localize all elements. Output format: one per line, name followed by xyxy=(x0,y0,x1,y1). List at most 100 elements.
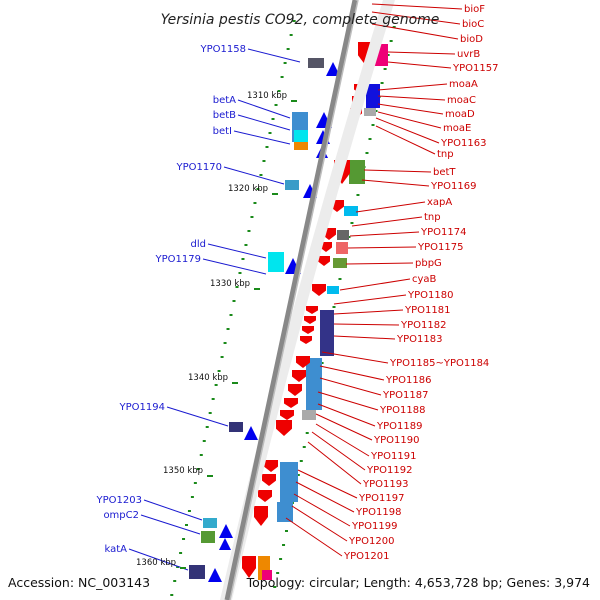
right-gene-arrow xyxy=(288,384,302,396)
tick-right xyxy=(296,474,300,476)
right-gene-block xyxy=(336,242,348,254)
tick-right xyxy=(386,54,390,56)
right-gene-arrow xyxy=(276,420,292,436)
kbp-markers: 1310 kbp 1320 kbp 1330 kbp 1340 kbp 1350 kbp… xyxy=(136,91,297,569)
left-gene-label: YPO1203 xyxy=(96,495,142,506)
right-gene-label: YPO1183 xyxy=(396,334,442,345)
right-callout-line xyxy=(375,125,436,155)
right-callout-line xyxy=(321,351,389,364)
tick-right xyxy=(299,460,303,462)
tick-left xyxy=(199,454,203,456)
right-gene-arrow xyxy=(264,460,278,472)
tick-left xyxy=(238,272,242,274)
right-callout-line xyxy=(311,431,366,471)
right-gene-label: YPO1188 xyxy=(379,405,425,416)
tick-right xyxy=(305,432,309,434)
right-callout-line xyxy=(345,262,414,265)
tick-left xyxy=(211,398,215,400)
tick-right xyxy=(368,138,372,140)
left-callout-line xyxy=(128,548,189,571)
left-gene-block xyxy=(229,422,243,432)
kbp-marker-label: 1330 kbp xyxy=(210,279,250,289)
right-gene-block xyxy=(364,108,376,116)
tick-left xyxy=(241,258,245,260)
right-gene-label: xapA xyxy=(427,197,452,208)
right-gene-arrow xyxy=(306,306,318,314)
right-callout-line xyxy=(363,169,432,173)
right-callout-line xyxy=(387,51,456,55)
right-gene-block xyxy=(280,462,298,502)
tick-left xyxy=(268,132,272,134)
left-callout-line xyxy=(247,48,301,63)
right-callout-line xyxy=(371,23,459,40)
right-callout-line xyxy=(333,309,404,315)
right-gene-label: YPO1182 xyxy=(400,320,446,331)
right-gene-label: YPO1187 xyxy=(382,390,428,401)
right-gene-label: YPO1185~YPO1184 xyxy=(389,358,489,369)
tick-right xyxy=(273,586,277,588)
tick-right xyxy=(350,222,354,224)
kbp-tick xyxy=(232,382,238,384)
right-gene-arrow xyxy=(318,256,330,266)
genome-stats-text: Topology: circular; Length: 4,653,728 bp… xyxy=(246,575,590,590)
tick-right xyxy=(302,446,306,448)
tick-left xyxy=(292,20,296,22)
right-gene-arrow xyxy=(258,490,272,502)
tick-right xyxy=(276,572,280,574)
right-callout-line xyxy=(291,505,348,542)
right-gene-label: tnp xyxy=(437,149,454,160)
left-gene-label: dld xyxy=(191,239,206,250)
tick-right xyxy=(338,278,342,280)
tick-right xyxy=(356,194,360,196)
tick-right xyxy=(371,124,375,126)
gene-blocks xyxy=(189,42,388,582)
tick-left xyxy=(214,384,218,386)
right-gene-arrow xyxy=(280,410,294,420)
left-gene-block xyxy=(268,252,284,272)
left-gene-labels: YPO1158 betA betB betI YPO1170 dld YPO1179 YPO1… xyxy=(96,44,246,555)
right-gene-label: YPO1199 xyxy=(351,521,397,532)
map-title: Yersinia pestis CO92, complete genome xyxy=(161,12,440,28)
tick-left xyxy=(289,34,293,36)
right-callout-line xyxy=(333,335,396,340)
left-callout-line xyxy=(143,499,203,521)
tick-left xyxy=(182,538,186,540)
right-gene-label: YPO1169 xyxy=(430,181,476,192)
tick-right xyxy=(284,530,288,532)
tick-left xyxy=(259,174,263,176)
kbp-tick xyxy=(180,567,186,569)
right-gene-arrow xyxy=(254,506,268,526)
tick-right xyxy=(365,152,369,154)
right-gene-label: YPO1157 xyxy=(452,63,498,74)
right-gene-block xyxy=(327,286,339,294)
right-gene-labels: bioF bioC bioD uvrB YPO1157 moaA moaC moaD moaE Y… xyxy=(343,4,498,562)
tick-left xyxy=(235,286,239,288)
right-callout-line xyxy=(319,377,382,396)
left-gene-block xyxy=(308,58,324,68)
left-gene-label: ompC2 xyxy=(103,510,139,521)
right-callout-line xyxy=(347,246,417,249)
right-gene-label: YPO1193 xyxy=(362,479,408,490)
left-callout-line xyxy=(237,114,291,131)
right-gene-label: YPO1200 xyxy=(348,536,394,547)
tick-left xyxy=(271,118,275,120)
left-gene-label: betI xyxy=(213,126,232,137)
right-callout-line xyxy=(355,201,426,213)
kbp-tick xyxy=(254,288,260,290)
right-gene-label: YPO1191 xyxy=(370,451,416,462)
tick-right xyxy=(279,558,283,560)
right-gene-block xyxy=(262,570,272,580)
kbp-marker-label: 1340 kbp xyxy=(188,373,228,383)
tick-left xyxy=(187,510,191,512)
left-gene-block xyxy=(203,518,217,528)
right-gene-label: cyaB xyxy=(412,274,437,285)
tick-left xyxy=(184,524,188,526)
right-callout-line xyxy=(317,391,379,411)
left-callout-line xyxy=(237,99,291,119)
tick-left xyxy=(226,328,230,330)
right-callout-line xyxy=(377,95,446,101)
right-callout-line xyxy=(315,423,370,457)
right-gene-label: YPO1181 xyxy=(404,305,450,316)
